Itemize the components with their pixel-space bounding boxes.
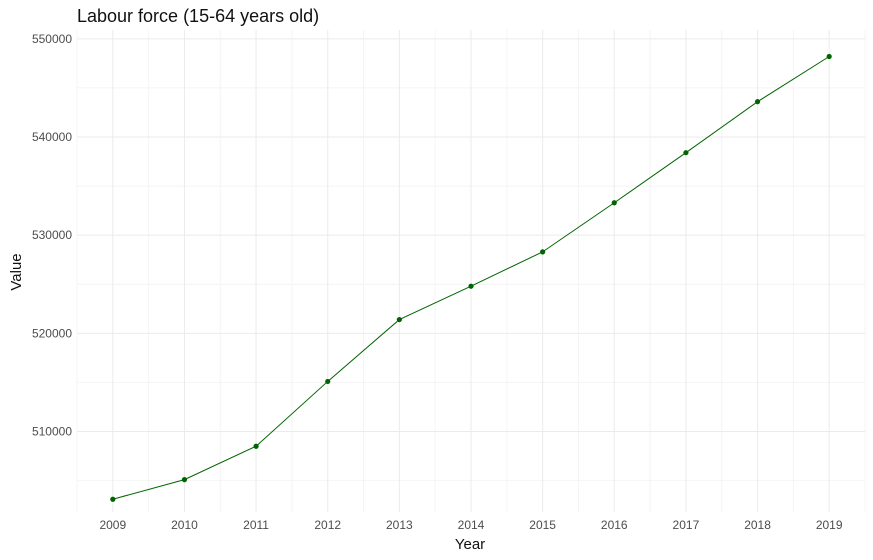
y-tick-label: 550000 (32, 32, 72, 46)
data-point (468, 283, 474, 289)
data-point (181, 477, 188, 483)
chart-title: Labour force (15-64 years old) (77, 6, 320, 26)
x-tick-label: 2015 (529, 518, 556, 532)
y-axis-title: Value (8, 253, 25, 290)
y-tick-label: 530000 (32, 228, 72, 242)
data-point (611, 200, 617, 206)
y-tick-label: 540000 (32, 130, 72, 144)
x-tick-label: 2017 (673, 518, 700, 532)
data-point (826, 53, 832, 60)
data-point (253, 443, 259, 449)
x-axis-title: Year (455, 536, 485, 553)
data-point (754, 99, 761, 105)
major-gridlines (77, 30, 865, 512)
y-tick-label: 510000 (32, 425, 72, 439)
x-tick-label: 2018 (744, 518, 771, 532)
data-point (396, 316, 402, 323)
x-tick-label: 2013 (386, 518, 413, 532)
x-tick-label: 2016 (601, 518, 628, 532)
data-point (325, 378, 331, 385)
x-tick-label: 2019 (816, 518, 843, 532)
data-point (540, 249, 546, 255)
x-tick-label: 2011 (243, 518, 269, 532)
x-tick-label: 2014 (458, 518, 485, 532)
data-point (683, 150, 689, 156)
x-tick-label: 2009 (99, 518, 126, 532)
x-tick-label: 2012 (314, 518, 341, 532)
x-tick-label: 2010 (171, 518, 198, 532)
y-axis-tick-labels: 510000 520000 530000 540000 550000 (32, 32, 72, 439)
x-axis-tick-labels: 2009 2010 2011 2012 2013 2014 2015 2016 2017 2018… (99, 518, 842, 532)
series-layer (110, 53, 832, 502)
y-tick-label: 520000 (32, 326, 72, 340)
data-point (110, 496, 116, 502)
